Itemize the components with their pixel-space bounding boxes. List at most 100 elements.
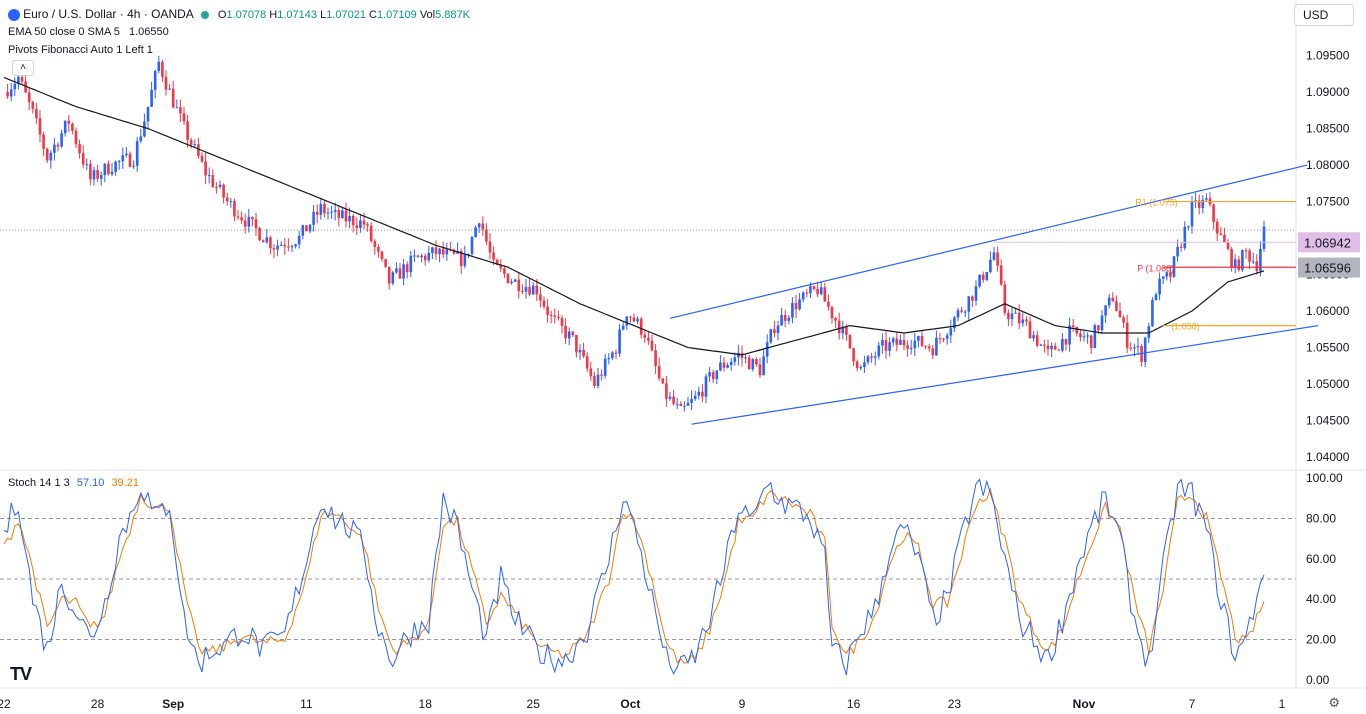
symbol-title[interactable]: Euro / U.S. Dollar · 4h · OANDA	[23, 7, 194, 21]
candle-body	[6, 92, 9, 97]
chevron-up-icon[interactable]: ˄	[12, 60, 34, 76]
candle-body	[1100, 315, 1104, 331]
candle-body	[337, 209, 341, 219]
candle-body	[600, 374, 603, 376]
candle-body	[463, 254, 467, 266]
pivots-legend[interactable]: Pivots Fibonacci Auto 1 Left 1	[8, 44, 153, 56]
stoch-d-line	[3, 487, 1265, 664]
gear-icon[interactable]: ⚙	[1328, 695, 1340, 710]
candle-body	[899, 339, 902, 345]
candle-body	[17, 76, 20, 84]
candle-body	[359, 220, 362, 228]
candle-body	[445, 249, 449, 255]
candle-body	[549, 315, 553, 317]
candle-body	[146, 106, 150, 122]
candle-body	[758, 364, 762, 376]
candle-body	[722, 362, 726, 368]
candle-body	[877, 345, 881, 357]
candle-body	[168, 88, 171, 90]
candle-body	[1259, 248, 1262, 271]
candle-body	[672, 396, 675, 404]
currency-selector[interactable]: USD	[1294, 4, 1354, 26]
candle-body	[780, 315, 783, 326]
candle-body	[96, 170, 99, 179]
candle-body	[1241, 250, 1244, 270]
candle-body	[128, 153, 132, 167]
candle-body	[614, 352, 618, 354]
price-tick-label: 1.09000	[1306, 85, 1350, 99]
candle-body	[492, 252, 495, 260]
pivot-level-label: P (1.066)	[1137, 263, 1174, 273]
candle-body	[1021, 319, 1025, 324]
candle-body	[571, 331, 575, 335]
candle-body	[391, 272, 395, 284]
candle-body	[153, 71, 157, 90]
candle-body	[1010, 313, 1014, 320]
stoch-legend[interactable]: Stoch 14 1 3 57.10 39.21	[8, 477, 139, 489]
candle-body	[467, 253, 470, 255]
candle-body	[582, 349, 585, 357]
candle-body	[1046, 345, 1050, 350]
candle-body	[787, 317, 791, 321]
time-tick-label: 22	[0, 697, 11, 711]
candle-body	[294, 244, 297, 247]
candle-body	[1133, 347, 1136, 349]
candle-body	[978, 274, 981, 287]
candle-body	[747, 357, 751, 370]
time-tick-label: Oct	[620, 697, 640, 711]
candle-body	[125, 153, 128, 156]
candle-body	[409, 255, 413, 273]
ema-legend[interactable]: EMA 50 close 0 SMA 5 1.06550	[8, 26, 169, 38]
candle-body	[67, 120, 71, 124]
candle-body	[816, 289, 819, 295]
candle-body	[1165, 272, 1169, 277]
candle-body	[809, 286, 812, 294]
candle-body	[596, 374, 600, 386]
candle-body	[398, 268, 402, 279]
candle-body	[801, 292, 805, 300]
candle-body	[1143, 337, 1147, 363]
candle-body	[290, 246, 294, 248]
candle-body	[92, 170, 96, 180]
candle-body	[132, 165, 135, 167]
ema50-line	[3, 76, 1265, 356]
candle-body	[215, 186, 218, 188]
candle-body	[495, 259, 499, 265]
candle-body	[589, 368, 593, 377]
candle-body	[704, 376, 708, 397]
candle-body	[330, 211, 333, 213]
candle-body	[830, 306, 834, 319]
candle-body	[989, 259, 992, 273]
candle-body	[578, 349, 582, 353]
candle-body	[1169, 272, 1172, 277]
candle-body	[81, 153, 85, 165]
candle-body	[377, 247, 380, 252]
candle-body	[553, 315, 557, 317]
tradingview-logo-icon[interactable]: TV	[10, 664, 32, 684]
candle-body	[395, 268, 398, 273]
close-value: 1.07109	[376, 9, 417, 21]
candle-body	[1248, 250, 1251, 262]
candle-body	[319, 204, 323, 215]
currency-label: USD	[1303, 8, 1329, 22]
candle-body	[477, 223, 481, 228]
candle-body	[891, 338, 895, 343]
candle-body	[665, 383, 668, 399]
volume-value: 5.887K	[435, 9, 470, 21]
time-tick-label: 1	[1279, 697, 1286, 711]
candle-body	[593, 376, 596, 386]
candle-body	[1064, 339, 1068, 345]
candle-body	[917, 335, 920, 341]
time-tick-label: Nov	[1073, 697, 1096, 711]
candle-body	[503, 268, 506, 274]
candle-body	[204, 161, 207, 176]
candle-body	[1086, 335, 1089, 337]
candle-body	[1147, 326, 1151, 338]
candle-body	[182, 113, 186, 122]
candle-body	[920, 335, 924, 347]
candle-body	[179, 107, 182, 114]
candle-body	[24, 81, 27, 93]
candle-body	[693, 395, 697, 399]
candle-body	[189, 139, 193, 145]
